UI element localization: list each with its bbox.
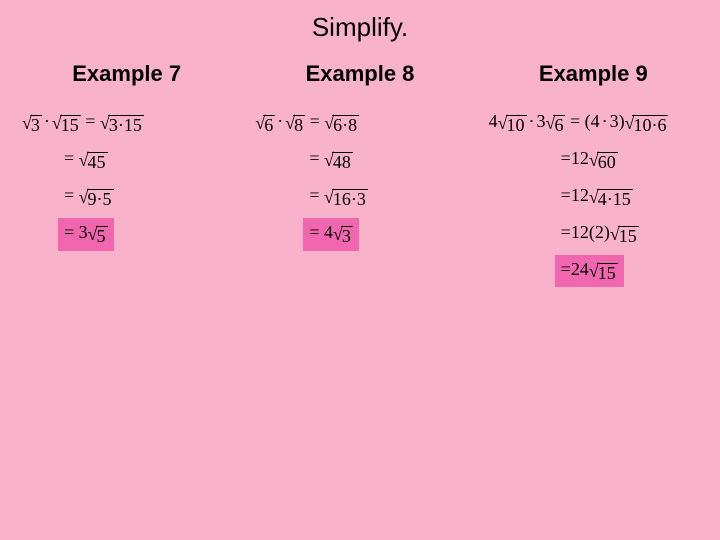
ex9-step-2: =12√60 [555, 144, 624, 177]
example-7-column: Example 7 √3·√15 = √3·15 = √45 = √9·5 = … [10, 61, 243, 289]
example-8-column: Example 8 √6·√8 = √6·8 = √48 = √16·3 = 4… [243, 61, 476, 289]
ex7-step-1: √3·√15 = √3·15 [16, 107, 150, 140]
sqrt-icon: √3 [333, 225, 353, 246]
sqrt-icon: √45 [79, 151, 108, 172]
example-9-column: Example 9 4√10·3√6 = (4·3)√10·6 =12√60 =… [477, 61, 710, 289]
example-7-header: Example 7 [72, 61, 181, 87]
sqrt-icon: √3·15 [100, 114, 144, 135]
ex9-step-5: =24√15 [555, 255, 624, 288]
sqrt-icon: √15 [589, 262, 618, 283]
page-title: Simplify. [0, 0, 720, 43]
sqrt-icon: √10 [498, 114, 527, 135]
ex8-step-1: √6·√8 = √6·8 [249, 107, 365, 140]
ex7-step-3: = √9·5 [58, 181, 120, 214]
sqrt-icon: √6·8 [324, 114, 359, 135]
sqrt-icon: √10·6 [625, 114, 669, 135]
ex9-step-4: =12(2)√15 [555, 218, 645, 251]
ex7-step-2: = √45 [58, 144, 114, 177]
example-8-header: Example 8 [306, 61, 415, 87]
sqrt-icon: √15 [52, 114, 81, 135]
sqrt-icon: √4·15 [589, 188, 633, 209]
ex8-step-4: = 4√3 [303, 218, 359, 251]
sqrt-icon: √6 [546, 114, 566, 135]
sqrt-icon: √48 [324, 151, 353, 172]
sqrt-icon: √6 [255, 114, 275, 135]
ex9-step-3: =12√4·15 [555, 181, 639, 214]
sqrt-icon: √3 [22, 114, 42, 135]
sqrt-icon: √8 [285, 114, 305, 135]
sqrt-icon: √5 [88, 225, 108, 246]
ex8-step-3: = √16·3 [303, 181, 374, 214]
ex8-step-2: = √48 [303, 144, 359, 177]
ex9-step-1: 4√10·3√6 = (4·3)√10·6 [483, 107, 675, 140]
sqrt-icon: √16·3 [324, 188, 368, 209]
sqrt-icon: √60 [589, 151, 618, 172]
ex7-step-4: = 3√5 [58, 218, 114, 251]
sqrt-icon: √15 [610, 225, 639, 246]
example-9-header: Example 9 [539, 61, 648, 87]
sqrt-icon: √9·5 [79, 188, 114, 209]
columns: Example 7 √3·√15 = √3·15 = √45 = √9·5 = … [0, 61, 720, 289]
